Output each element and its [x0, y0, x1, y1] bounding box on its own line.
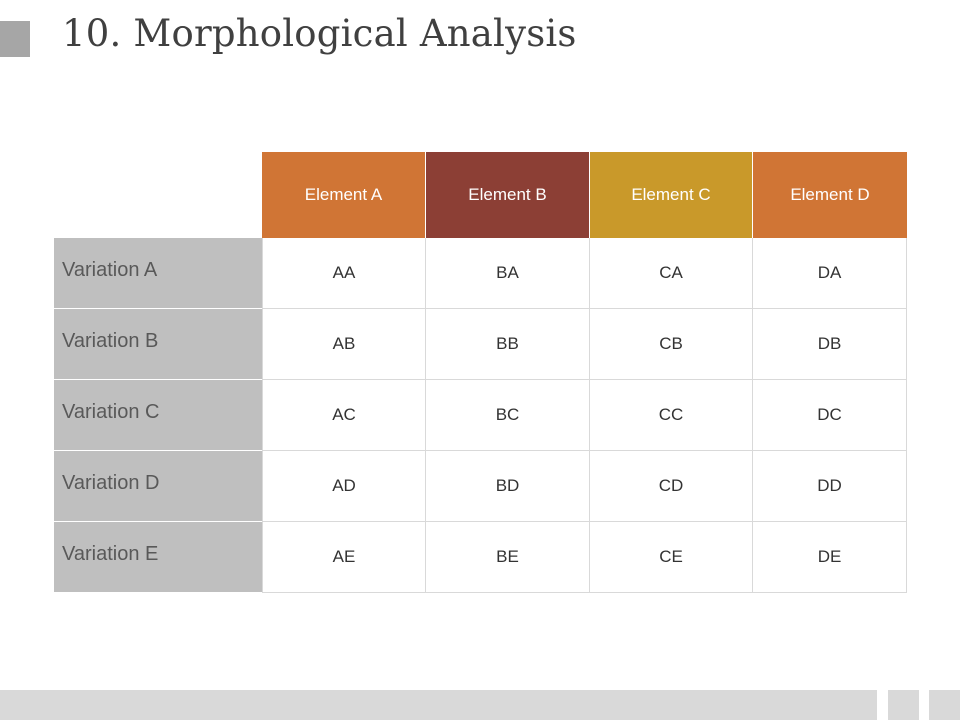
table-cell: BA [426, 238, 590, 309]
table-cell: DD [753, 451, 907, 522]
row-label-text: Variation A [62, 258, 158, 281]
footer-square [929, 690, 960, 720]
table-cell: AD [262, 451, 426, 522]
morphological-table: Element A Element B Element C Element D … [54, 152, 907, 593]
row-label-variation-e: Variation E [54, 522, 262, 593]
row-label-variation-b: Variation B [54, 309, 262, 380]
table-cell: AC [262, 380, 426, 451]
column-header-element-b: Element B [426, 152, 590, 238]
table-cell: BD [426, 451, 590, 522]
table-cell: CD [590, 451, 753, 522]
table-cell: CC [590, 380, 753, 451]
row-label-variation-a: Variation A [54, 238, 262, 309]
row-label-text: Variation C [62, 400, 160, 423]
table-cell: CA [590, 238, 753, 309]
title-accent-marker [0, 21, 30, 57]
table-cell: BB [426, 309, 590, 380]
table-cell: DE [753, 522, 907, 593]
footer-bar [0, 690, 877, 720]
row-label-text: Variation B [62, 329, 159, 352]
table-cell: BC [426, 380, 590, 451]
table-cell: CB [590, 309, 753, 380]
column-header-element-d: Element D [753, 152, 907, 238]
row-label-text: Variation D [62, 471, 160, 494]
table-cell: AE [262, 522, 426, 593]
row-label-text: Variation E [62, 542, 159, 565]
table-cell: DB [753, 309, 907, 380]
column-header-element-c: Element C [590, 152, 753, 238]
page-title: 10. Morphological Analysis [62, 12, 577, 55]
table-cell: DC [753, 380, 907, 451]
row-label-variation-d: Variation D [54, 451, 262, 522]
table-cell: BE [426, 522, 590, 593]
column-header-element-a: Element A [262, 152, 426, 238]
footer-square [888, 690, 919, 720]
table-cell: DA [753, 238, 907, 309]
row-label-variation-c: Variation C [54, 380, 262, 451]
table-cell: AB [262, 309, 426, 380]
table-cell: CE [590, 522, 753, 593]
table-cell: AA [262, 238, 426, 309]
